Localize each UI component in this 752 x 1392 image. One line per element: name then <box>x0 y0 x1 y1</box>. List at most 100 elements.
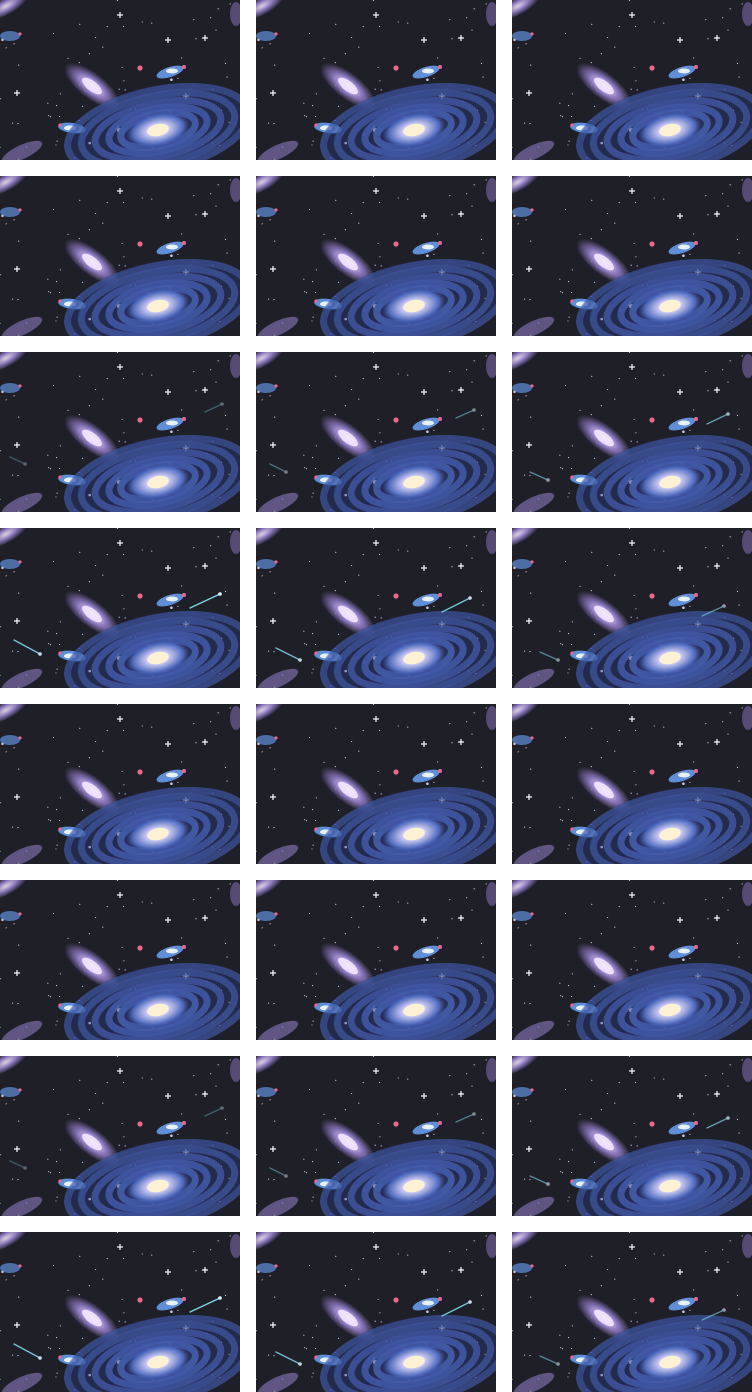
star <box>106 1257 108 1260</box>
star <box>693 1113 695 1115</box>
star <box>123 256 125 258</box>
nebula-cluster <box>649 241 698 255</box>
star <box>593 633 596 635</box>
star <box>740 297 742 299</box>
star <box>628 880 631 882</box>
corner-galaxy-bottom-left <box>1 1020 43 1040</box>
star <box>0 322 1 324</box>
star <box>58 291 61 294</box>
star <box>305 644 308 646</box>
star <box>59 93 61 95</box>
star <box>256 450 257 452</box>
nebula-cluster <box>137 945 186 959</box>
star <box>226 780 228 782</box>
star <box>315 445 317 447</box>
star <box>530 64 532 66</box>
star <box>523 1178 526 1180</box>
star <box>559 806 561 808</box>
star <box>193 19 195 21</box>
star <box>78 1118 80 1120</box>
star <box>517 1103 519 1105</box>
star <box>11 298 14 300</box>
elliptical-galaxy <box>64 414 120 462</box>
star <box>224 1118 227 1121</box>
star <box>449 1075 451 1077</box>
star <box>228 1177 230 1179</box>
star <box>151 198 153 200</box>
star <box>106 1081 108 1084</box>
corner-galaxy-top-left <box>512 704 541 745</box>
star <box>736 590 739 593</box>
elliptical-galaxy <box>64 942 120 990</box>
star <box>305 116 308 118</box>
star <box>736 1294 739 1297</box>
spiral-galaxy <box>64 1314 240 1392</box>
star <box>314 1347 317 1350</box>
star <box>722 721 724 723</box>
star <box>741 179 743 181</box>
star <box>628 176 631 178</box>
edge-wisp <box>230 530 240 554</box>
corner-galaxy-bottom-left <box>513 844 555 864</box>
space-scene <box>256 176 496 336</box>
star <box>529 299 531 301</box>
star <box>600 317 604 321</box>
nebula-cluster <box>393 1121 442 1135</box>
star <box>600 229 602 231</box>
star <box>269 571 271 573</box>
star <box>358 1102 360 1104</box>
star <box>88 493 92 497</box>
sparkle-star <box>14 794 20 800</box>
elliptical-galaxy <box>320 1294 376 1342</box>
star <box>471 381 473 383</box>
star <box>102 222 104 224</box>
star <box>482 604 484 606</box>
elliptical-galaxy <box>320 238 376 286</box>
star <box>315 973 317 975</box>
nebula-cluster <box>649 417 698 431</box>
sparkle-star <box>629 892 635 898</box>
star <box>512 98 513 100</box>
star <box>525 1099 527 1101</box>
star <box>512 850 513 852</box>
star <box>571 93 573 95</box>
star <box>141 901 143 903</box>
sparkle-star <box>714 387 720 393</box>
star <box>466 1073 468 1075</box>
star <box>635 608 637 610</box>
edge-wisp <box>742 706 752 730</box>
star <box>141 1253 143 1255</box>
edge-wisp <box>486 1234 496 1258</box>
elliptical-galaxy <box>320 766 376 814</box>
star <box>377 594 379 597</box>
star <box>480 238 483 241</box>
star <box>210 897 212 899</box>
star <box>473 1064 475 1066</box>
sparkle-star <box>421 565 427 571</box>
star <box>49 1172 52 1174</box>
star <box>124 441 126 443</box>
star <box>121 242 123 245</box>
star <box>52 1264 55 1267</box>
spiral-galaxy <box>64 1138 240 1216</box>
star <box>407 198 409 200</box>
star <box>564 32 567 35</box>
space-scene <box>512 352 752 512</box>
star <box>380 617 382 619</box>
star <box>67 761 69 763</box>
star <box>618 1081 620 1084</box>
nebula-cluster <box>393 945 442 959</box>
corner-galaxy-bottom-left <box>513 1020 555 1040</box>
corner-galaxy-bottom-left <box>257 140 299 160</box>
star <box>560 643 562 645</box>
sparkle-star <box>117 716 123 722</box>
star <box>523 826 526 828</box>
star <box>0 1026 1 1028</box>
spiral-galaxy <box>64 610 240 688</box>
spiral-galaxy <box>320 962 496 1040</box>
star <box>727 381 729 383</box>
star <box>181 233 183 235</box>
star <box>195 38 197 40</box>
comet <box>441 596 472 613</box>
star <box>689 605 691 607</box>
